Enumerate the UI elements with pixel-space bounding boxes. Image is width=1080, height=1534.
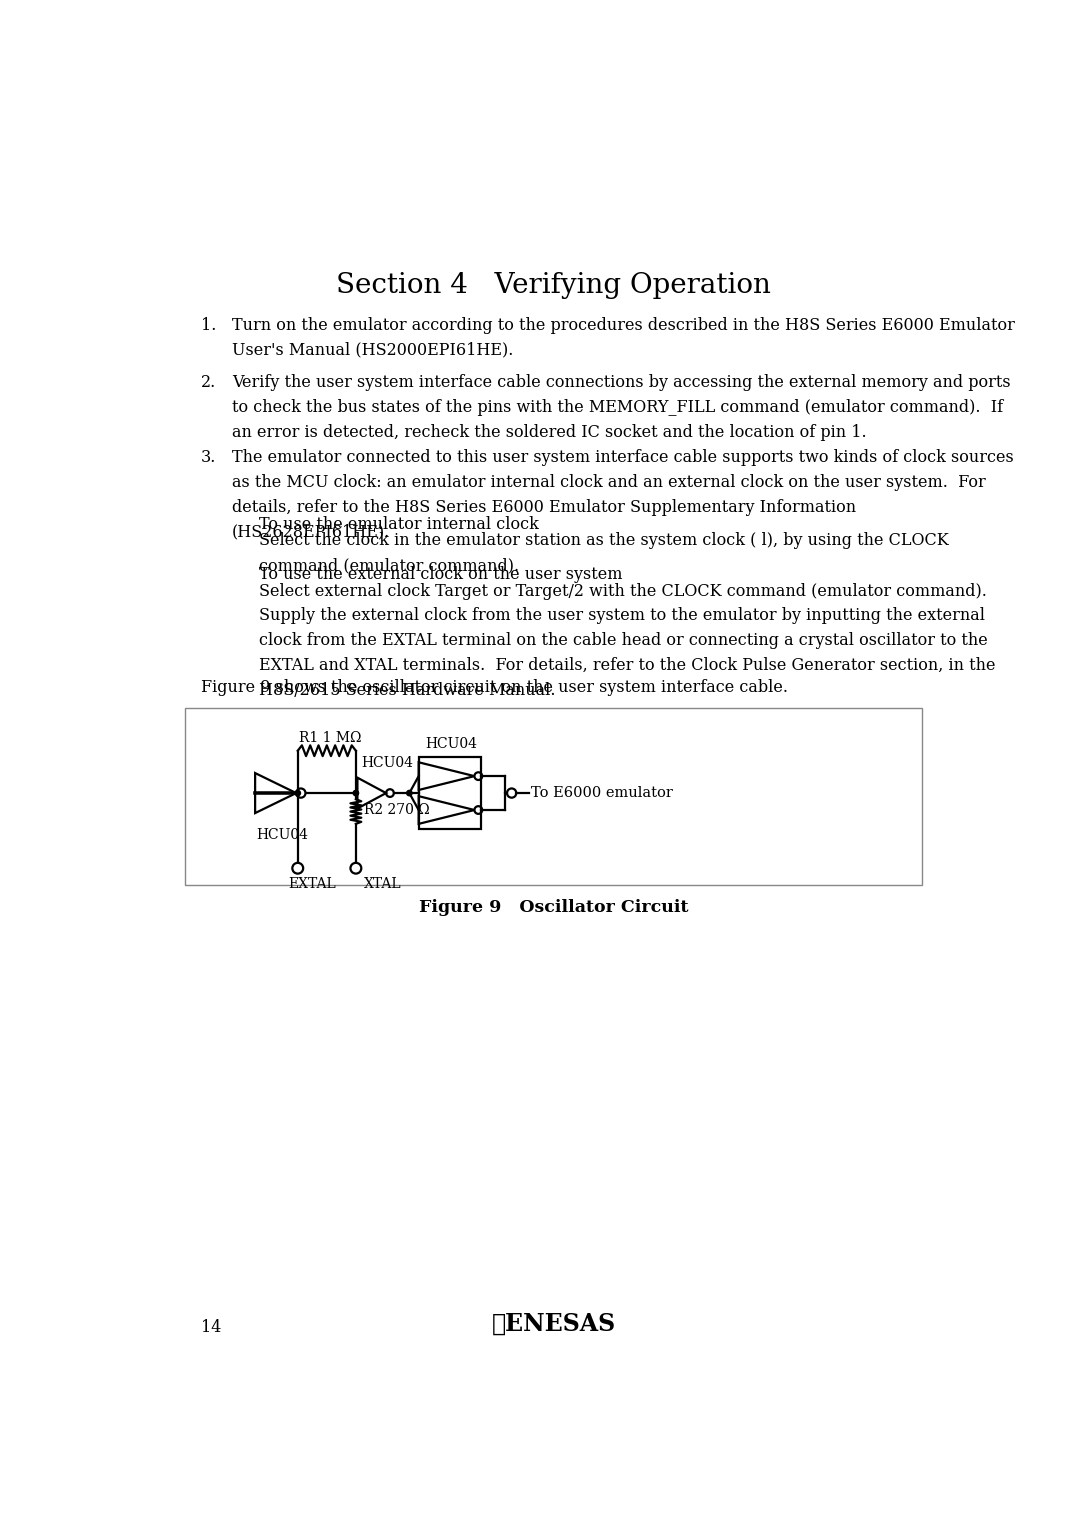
Text: 2.: 2. — [201, 374, 216, 391]
Text: R2 270 Ω: R2 270 Ω — [364, 802, 430, 818]
Text: Section 4   Verifying Operation: Section 4 Verifying Operation — [336, 272, 771, 299]
Text: ℝENESAS: ℝENESAS — [491, 1312, 616, 1336]
Bar — [419, 756, 481, 830]
Text: Figure 9   Oscillator Circuit: Figure 9 Oscillator Circuit — [419, 899, 688, 916]
Text: To use the external clock on the user system: To use the external clock on the user sy… — [259, 566, 622, 583]
Text: R1 1 MΩ: R1 1 MΩ — [299, 732, 362, 746]
Circle shape — [407, 790, 413, 796]
Text: EXTAL: EXTAL — [288, 877, 336, 891]
Text: XTAL: XTAL — [364, 877, 402, 891]
Text: HCU04: HCU04 — [424, 738, 477, 752]
Text: The emulator connected to this user system interface cable supports two kinds of: The emulator connected to this user syst… — [232, 449, 1014, 542]
Text: 3.: 3. — [201, 449, 216, 466]
Circle shape — [295, 790, 300, 796]
Text: Select the clock in the emulator station as the system clock ( l), by using the : Select the clock in the emulator station… — [259, 532, 948, 574]
Circle shape — [353, 790, 359, 796]
Text: To use the emulator internal clock: To use the emulator internal clock — [259, 515, 539, 532]
Text: Turn on the emulator according to the procedures described in the H8S Series E60: Turn on the emulator according to the pr… — [232, 316, 1015, 359]
Text: 14: 14 — [201, 1319, 221, 1336]
Bar — [186, 709, 921, 885]
Text: 1.: 1. — [201, 316, 216, 333]
Text: To E6000 emulator: To E6000 emulator — [531, 785, 673, 801]
Text: HCU04: HCU04 — [362, 756, 414, 770]
Text: Verify the user system interface cable connections by accessing the external mem: Verify the user system interface cable c… — [232, 374, 1011, 440]
Text: Figure 9 shows the oscillator circuit on the user system interface cable.: Figure 9 shows the oscillator circuit on… — [201, 680, 788, 696]
Text: Select external clock Target or Target/2 with the CLOCK command (emulator comman: Select external clock Target or Target/2… — [259, 583, 996, 700]
Text: HCU04: HCU04 — [257, 828, 309, 842]
